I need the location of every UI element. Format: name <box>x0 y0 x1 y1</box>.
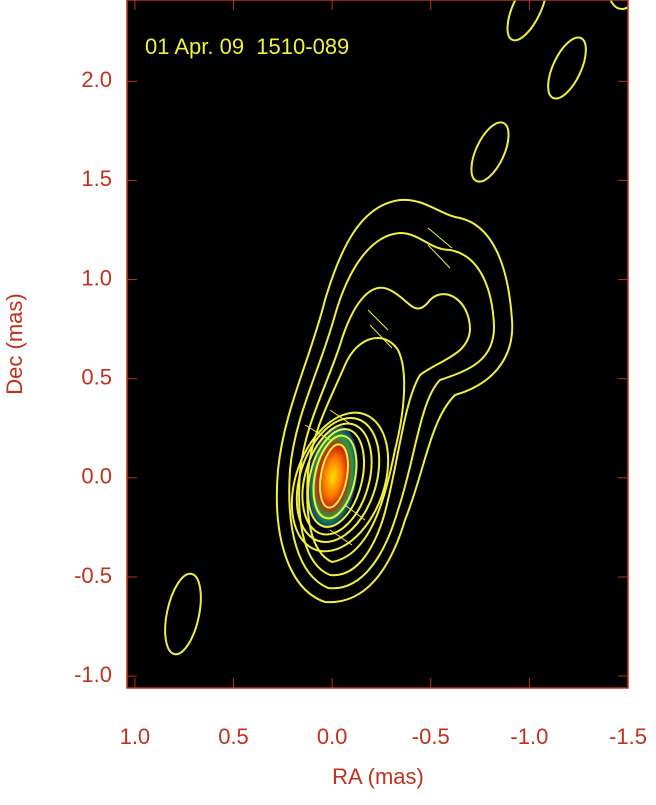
contour <box>319 443 349 509</box>
contour <box>301 422 373 536</box>
x-tick-label: -0.5 <box>412 724 450 749</box>
contour <box>306 337 406 564</box>
beam <box>164 572 202 656</box>
contour <box>470 121 510 183</box>
y-tick-label: 0.0 <box>81 464 112 489</box>
contour <box>275 198 514 604</box>
x-tick-label: 0.5 <box>218 724 249 749</box>
contour <box>290 411 390 553</box>
plot-area <box>127 0 628 688</box>
x-tick-label: -1.0 <box>510 724 548 749</box>
contour <box>547 36 587 100</box>
y-axis-label: Dec (mas) <box>2 293 27 394</box>
y-tick-label: 2.0 <box>81 67 112 92</box>
y-tick-label: -0.5 <box>74 563 112 588</box>
contour <box>288 231 496 590</box>
x-tick-label: -1.5 <box>609 724 647 749</box>
y-tick-label: -1.0 <box>74 662 112 687</box>
x-tick-label: 0.0 <box>317 724 348 749</box>
x-axis-label: RA (mas) <box>332 764 424 789</box>
contour <box>298 287 472 577</box>
y-tick-label: 0.5 <box>81 365 112 390</box>
plot-frame <box>126 0 629 689</box>
y-tick-label: 1.0 <box>81 265 112 290</box>
annotation: 01 Apr. 09 1510-089 <box>145 34 349 59</box>
contour <box>609 0 628 10</box>
contour <box>307 428 365 528</box>
y-tick-label: 1.5 <box>81 166 112 191</box>
contour <box>295 417 381 543</box>
contour <box>506 0 548 42</box>
contour <box>312 434 358 520</box>
contour-map <box>275 0 628 604</box>
x-tick-label: 1.0 <box>120 724 151 749</box>
polarization-vectors <box>304 227 453 546</box>
